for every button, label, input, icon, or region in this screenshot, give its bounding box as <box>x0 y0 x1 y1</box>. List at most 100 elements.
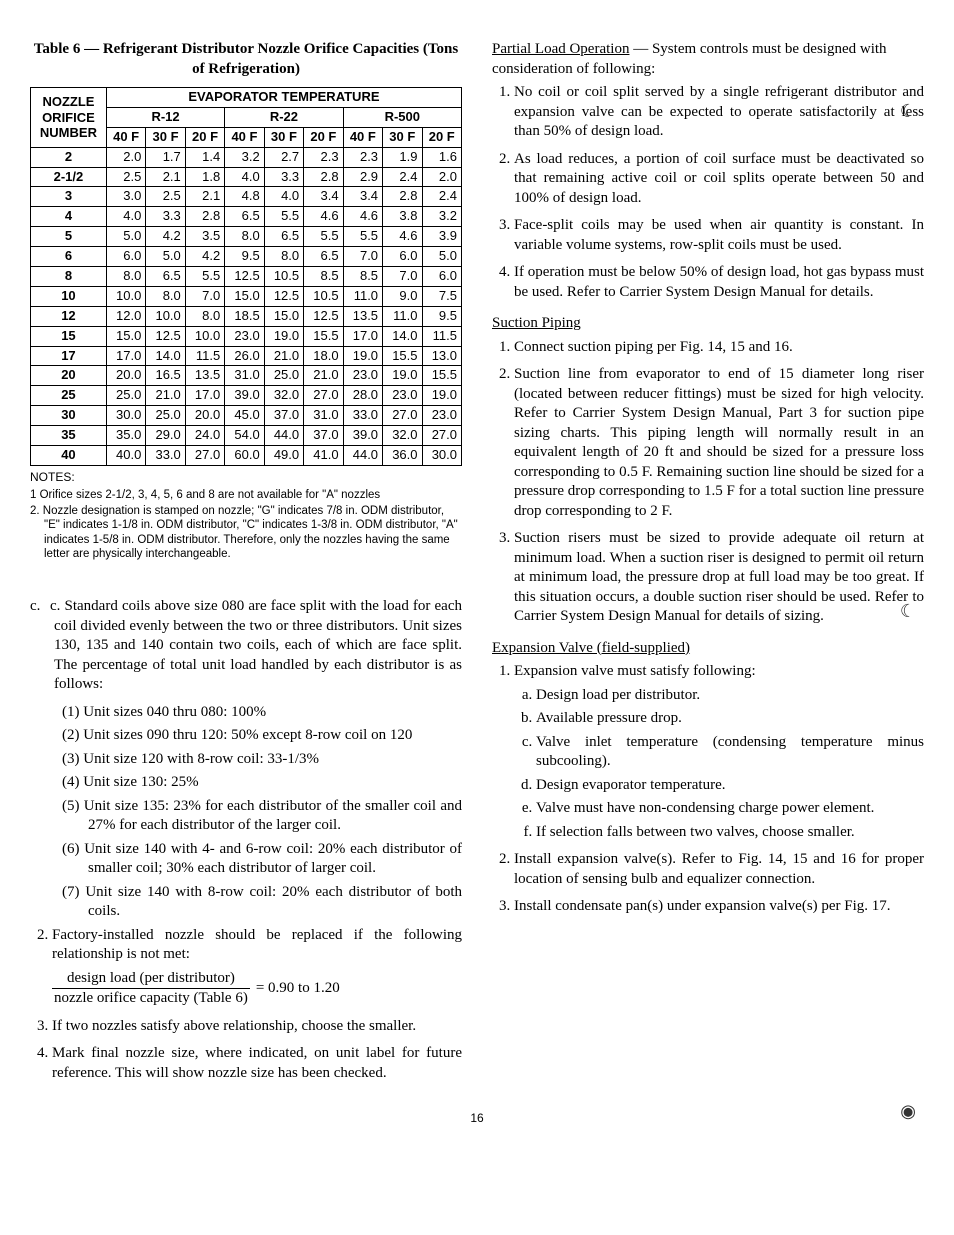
sub-step: (2) Unit sizes 090 thru 120: 50% except … <box>62 726 462 746</box>
expansion-subitem: Design load per distributor. <box>536 686 924 706</box>
capacity-value: 2.8 <box>383 187 422 207</box>
capacity-value: 2.9 <box>343 167 382 187</box>
capacity-value: 4.0 <box>225 167 264 187</box>
partial-load-item: Face-split coils may be used when air qu… <box>514 216 924 255</box>
left-item-2: Factory-installed nozzle should be repla… <box>52 926 462 1009</box>
capacity-value: 39.0 <box>343 426 382 446</box>
expansion-subitem: Valve must have non-condensing charge po… <box>536 799 924 819</box>
orifice-number: 4 <box>31 207 107 227</box>
orifice-number: 25 <box>31 386 107 406</box>
capacity-value: 4.8 <box>225 187 264 207</box>
orifice-number: 2-1/2 <box>31 167 107 187</box>
capacity-value: 4.6 <box>343 207 382 227</box>
capacity-value: 2.1 <box>146 167 185 187</box>
capacity-value: 37.0 <box>264 406 303 426</box>
orifice-number: 20 <box>31 366 107 386</box>
capacity-value: 7.0 <box>383 267 422 287</box>
capacity-value: 45.0 <box>225 406 264 426</box>
temp-header: 40 F <box>343 127 382 147</box>
temp-header: 20 F <box>185 127 224 147</box>
table-note: 2. Nozzle designation is stamped on nozz… <box>30 504 462 562</box>
capacity-value: 1.9 <box>383 147 422 167</box>
capacity-value: 19.0 <box>422 386 462 406</box>
orifice-number: 15 <box>31 326 107 346</box>
corner-l1: NOZZLE <box>42 94 94 109</box>
capacity-value: 2.3 <box>304 147 343 167</box>
capacity-value: 4.6 <box>383 227 422 247</box>
capacity-value: 5.5 <box>185 267 224 287</box>
sub-step: (1) Unit sizes 040 thru 080: 100% <box>62 703 462 723</box>
capacity-value: 3.4 <box>343 187 382 207</box>
capacity-value: 8.5 <box>343 267 382 287</box>
capacity-value: 28.0 <box>343 386 382 406</box>
capacity-value: 6.5 <box>264 227 303 247</box>
expansion-item-1: Expansion valve must satisfy following: … <box>514 662 924 842</box>
corner-l2: ORIFICE <box>42 110 95 125</box>
capacity-value: 2.0 <box>422 167 462 187</box>
capacity-value: 1.7 <box>146 147 185 167</box>
capacity-value: 7.0 <box>343 247 382 267</box>
capacity-value: 2.0 <box>106 147 145 167</box>
capacity-value: 12.5 <box>264 286 303 306</box>
capacity-value: 11.0 <box>383 306 422 326</box>
margin-note-icon: ☾ <box>900 600 916 623</box>
capacity-value: 3.5 <box>185 227 224 247</box>
capacity-value: 6.5 <box>304 247 343 267</box>
fraction-denominator: nozzle orifice capacity (Table 6) <box>52 989 250 1009</box>
capacity-value: 11.5 <box>185 346 224 366</box>
corner-l3: NUMBER <box>40 125 97 140</box>
evap-temp-header: EVAPORATOR TEMPERATURE <box>106 88 461 108</box>
temp-header: 20 F <box>422 127 462 147</box>
capacity-value: 11.0 <box>343 286 382 306</box>
capacity-value: 15.0 <box>225 286 264 306</box>
orifice-number: 5 <box>31 227 107 247</box>
capacity-value: 13.5 <box>185 366 224 386</box>
capacity-value: 6.5 <box>146 267 185 287</box>
left-item-3: If two nozzles satisfy above relationshi… <box>52 1017 462 1037</box>
capacity-value: 5.0 <box>106 227 145 247</box>
capacity-value: 6.0 <box>383 247 422 267</box>
capacity-value: 4.0 <box>264 187 303 207</box>
capacity-value: 40.0 <box>106 446 145 466</box>
orifice-number: 10 <box>31 286 107 306</box>
capacity-value: 31.0 <box>304 406 343 426</box>
capacity-value: 3.2 <box>225 147 264 167</box>
capacity-value: 25.0 <box>264 366 303 386</box>
refrigerant-1: R-22 <box>225 107 343 127</box>
capacity-value: 5.5 <box>304 227 343 247</box>
capacity-value: 5.0 <box>146 247 185 267</box>
capacity-value: 3.2 <box>422 207 462 227</box>
capacity-value: 2.8 <box>304 167 343 187</box>
capacity-value: 3.9 <box>422 227 462 247</box>
capacity-value: 2.8 <box>185 207 224 227</box>
capacity-value: 14.0 <box>383 326 422 346</box>
refrigerant-0: R-12 <box>106 107 224 127</box>
orifice-number: 8 <box>31 267 107 287</box>
capacity-value: 2.4 <box>383 167 422 187</box>
temp-header: 20 F <box>304 127 343 147</box>
capacity-value: 24.0 <box>185 426 224 446</box>
orifice-number: 30 <box>31 406 107 426</box>
capacity-value: 1.8 <box>185 167 224 187</box>
capacity-value: 49.0 <box>264 446 303 466</box>
capacity-value: 4.0 <box>106 207 145 227</box>
capacity-value: 15.5 <box>304 326 343 346</box>
capacity-value: 6.0 <box>106 247 145 267</box>
capacity-value: 8.0 <box>146 286 185 306</box>
capacity-value: 15.0 <box>106 326 145 346</box>
capacity-value: 1.4 <box>185 147 224 167</box>
temp-header: 30 F <box>383 127 422 147</box>
capacity-value: 13.0 <box>422 346 462 366</box>
suction-item: Connect suction piping per Fig. 14, 15 a… <box>514 338 924 358</box>
capacity-value: 27.0 <box>422 426 462 446</box>
capacity-value: 8.0 <box>106 267 145 287</box>
capacity-value: 41.0 <box>304 446 343 466</box>
capacity-value: 27.0 <box>304 386 343 406</box>
temp-header: 30 F <box>264 127 303 147</box>
capacity-value: 27.0 <box>185 446 224 466</box>
capacity-value: 5.5 <box>264 207 303 227</box>
capacity-value: 6.0 <box>422 267 462 287</box>
table-title: Table 6 — Refrigerant Distributor Nozzle… <box>30 40 462 79</box>
capacity-value: 10.0 <box>185 326 224 346</box>
sub-step: (6) Unit size 140 with 4- and 6-row coil… <box>62 840 462 879</box>
